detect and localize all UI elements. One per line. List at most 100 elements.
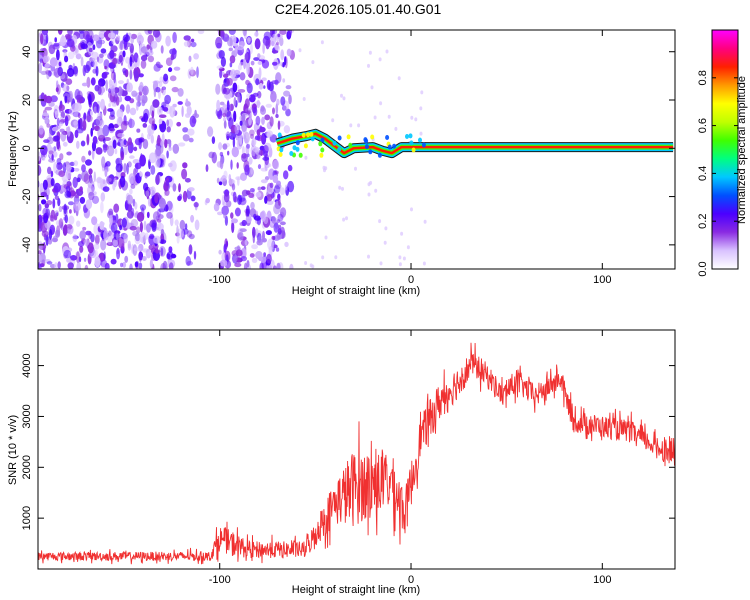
top-x-axis-label: Height of straight line (km): [292, 285, 420, 297]
noise-blob: [170, 253, 177, 259]
noise-blob: [47, 238, 53, 245]
noise-blob: [126, 210, 134, 219]
noise-blob: [166, 150, 169, 159]
top-x-tick-label: 0: [408, 274, 414, 286]
noise-blob: [244, 52, 251, 61]
noise-blob: [57, 261, 61, 269]
noise-blobs: [38, 30, 427, 269]
noise-blob: [168, 246, 173, 253]
noise-blob: [367, 192, 371, 197]
noise-blob: [105, 79, 108, 92]
noise-blob: [269, 182, 274, 188]
noise-blob: [176, 121, 182, 127]
noise-blob: [74, 102, 82, 112]
noise-blob: [254, 31, 259, 37]
noise-blob: [90, 60, 95, 68]
noise-blob: [272, 61, 278, 66]
noise-blob: [422, 261, 426, 266]
signal-speckle: [346, 134, 351, 140]
noise-blob: [95, 66, 99, 77]
noise-blob: [48, 150, 54, 155]
noise-blob: [217, 211, 223, 216]
noise-blob: [113, 203, 120, 213]
noise-blob: [160, 262, 167, 269]
noise-blob: [271, 49, 279, 54]
noise-blob: [131, 90, 138, 97]
noise-blob: [231, 221, 235, 234]
noise-blob: [234, 207, 241, 217]
noise-blob: [91, 216, 98, 226]
noise-blob: [93, 243, 100, 250]
noise-blob: [182, 162, 188, 169]
noise-blob: [89, 57, 96, 62]
signal-speckle: [301, 132, 306, 138]
noise-blob: [220, 259, 228, 267]
noise-blob: [194, 219, 200, 231]
noise-blob: [57, 197, 61, 207]
signal-speckle: [320, 147, 325, 153]
noise-blob: [236, 44, 244, 51]
noise-blob: [46, 71, 50, 80]
signal-speckle: [377, 152, 382, 158]
noise-blob: [66, 257, 72, 263]
noise-blob: [280, 96, 286, 106]
noise-blob: [42, 179, 48, 190]
noise-blob: [165, 180, 170, 187]
noise-blob: [50, 95, 58, 103]
noise-blob: [226, 77, 233, 86]
noise-blob: [280, 49, 285, 61]
noise-blob: [232, 82, 238, 93]
noise-blob: [261, 237, 268, 243]
noise-blob: [246, 110, 251, 114]
noise-blob: [304, 261, 308, 265]
noise-blob: [53, 135, 60, 142]
noise-blob: [235, 249, 243, 257]
noise-blob: [127, 243, 132, 251]
signal-speckle: [405, 134, 409, 139]
noise-blob: [38, 94, 44, 102]
noise-blob: [215, 83, 221, 95]
noise-blob: [156, 218, 162, 223]
noise-blob: [394, 126, 398, 131]
noise-blob: [222, 112, 227, 118]
noise-blob: [368, 50, 372, 55]
noise-blob: [263, 252, 266, 257]
noise-blob: [93, 171, 97, 183]
noise-blob: [182, 190, 188, 203]
noise-blob: [120, 150, 124, 161]
noise-blob: [240, 172, 247, 181]
noise-blob: [272, 107, 275, 115]
noise-blob: [237, 89, 246, 93]
signal-speckle: [298, 152, 303, 158]
noise-blob: [277, 228, 282, 235]
signal-speckle: [364, 138, 369, 144]
noise-blob: [218, 67, 225, 72]
noise-blob: [257, 61, 263, 65]
noise-blob: [125, 56, 131, 64]
top-y-tick-label: -40: [21, 237, 33, 253]
noise-blob: [311, 60, 315, 65]
noise-blob: [379, 261, 383, 266]
noise-blob: [276, 262, 281, 269]
noise-blob: [234, 196, 238, 203]
noise-blob: [222, 143, 228, 150]
noise-blob: [99, 30, 107, 33]
noise-blob: [354, 166, 357, 171]
noise-blob: [60, 131, 67, 142]
noise-blob: [54, 195, 60, 201]
noise-blob: [72, 66, 78, 75]
noise-blob: [226, 135, 230, 141]
noise-blob: [72, 234, 78, 243]
noise-blob: [142, 138, 149, 150]
noise-blob: [49, 57, 58, 67]
noise-blob: [179, 219, 186, 230]
noise-blob: [46, 200, 53, 206]
noise-blob: [45, 33, 49, 44]
noise-blob: [123, 233, 128, 244]
noise-blob: [96, 104, 100, 114]
noise-blob: [218, 50, 225, 59]
noise-blob: [193, 202, 199, 208]
noise-blob: [250, 201, 255, 210]
noise-blob: [39, 58, 43, 64]
noise-blob: [227, 150, 230, 156]
